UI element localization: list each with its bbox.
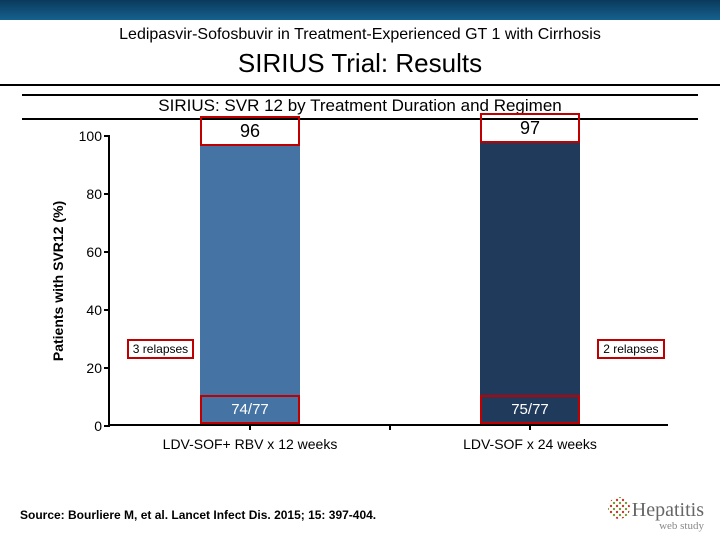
y-tick	[104, 135, 110, 137]
y-tick-label: 20	[66, 360, 102, 376]
y-tick	[104, 309, 110, 311]
bar: 9674/77	[200, 146, 301, 424]
brand-sub: web study	[608, 520, 704, 532]
x-axis-category-label: LDV-SOF x 24 weeks	[390, 436, 670, 452]
bar-body	[480, 143, 581, 424]
y-tick	[104, 251, 110, 253]
source-citation: Source: Bourliere M, et al. Lancet Infec…	[20, 508, 376, 522]
y-tick-label: 0	[66, 418, 102, 434]
x-tick	[529, 424, 531, 430]
slide-title: SIRIUS Trial: Results	[0, 48, 720, 79]
x-tick	[249, 424, 251, 430]
header-gradient-bar	[0, 0, 720, 20]
y-tick	[104, 425, 110, 427]
y-axis-label: Patients with SVR12 (%)	[50, 201, 66, 361]
brand-logo: Hepatitis web study	[608, 497, 704, 532]
y-tick-label: 100	[66, 128, 102, 144]
bar-value-label: 97	[480, 113, 581, 143]
chart-heading: SIRIUS: SVR 12 by Treatment Duration and…	[22, 96, 698, 116]
bar-value-label: 96	[200, 116, 301, 146]
y-tick-label: 80	[66, 186, 102, 202]
brand-dots-icon	[608, 497, 630, 519]
title-rule	[0, 84, 720, 86]
bar-body	[200, 146, 301, 424]
relapse-note: 2 relapses	[597, 339, 664, 359]
bar-n-label: 75/77	[480, 395, 581, 424]
brand-main: Hepatitis	[632, 499, 704, 521]
x-tick	[389, 424, 391, 430]
bar: 9775/77	[480, 143, 581, 424]
bar-n-label: 74/77	[200, 395, 301, 424]
y-tick	[104, 367, 110, 369]
y-tick	[104, 193, 110, 195]
chart-heading-rule-bottom	[22, 118, 698, 120]
y-tick-label: 60	[66, 244, 102, 260]
y-tick-label: 40	[66, 302, 102, 318]
relapse-note: 3 relapses	[127, 339, 194, 359]
chart-heading-band: SIRIUS: SVR 12 by Treatment Duration and…	[22, 94, 698, 120]
plot-area: 0204060801009674/77LDV-SOF+ RBV x 12 wee…	[108, 136, 668, 426]
x-axis-category-label: LDV-SOF+ RBV x 12 weeks	[110, 436, 390, 452]
bar-chart: Patients with SVR12 (%) 0204060801009674…	[60, 136, 680, 462]
slide-subtitle: Ledipasvir-Sofosbuvir in Treatment-Exper…	[0, 26, 720, 44]
